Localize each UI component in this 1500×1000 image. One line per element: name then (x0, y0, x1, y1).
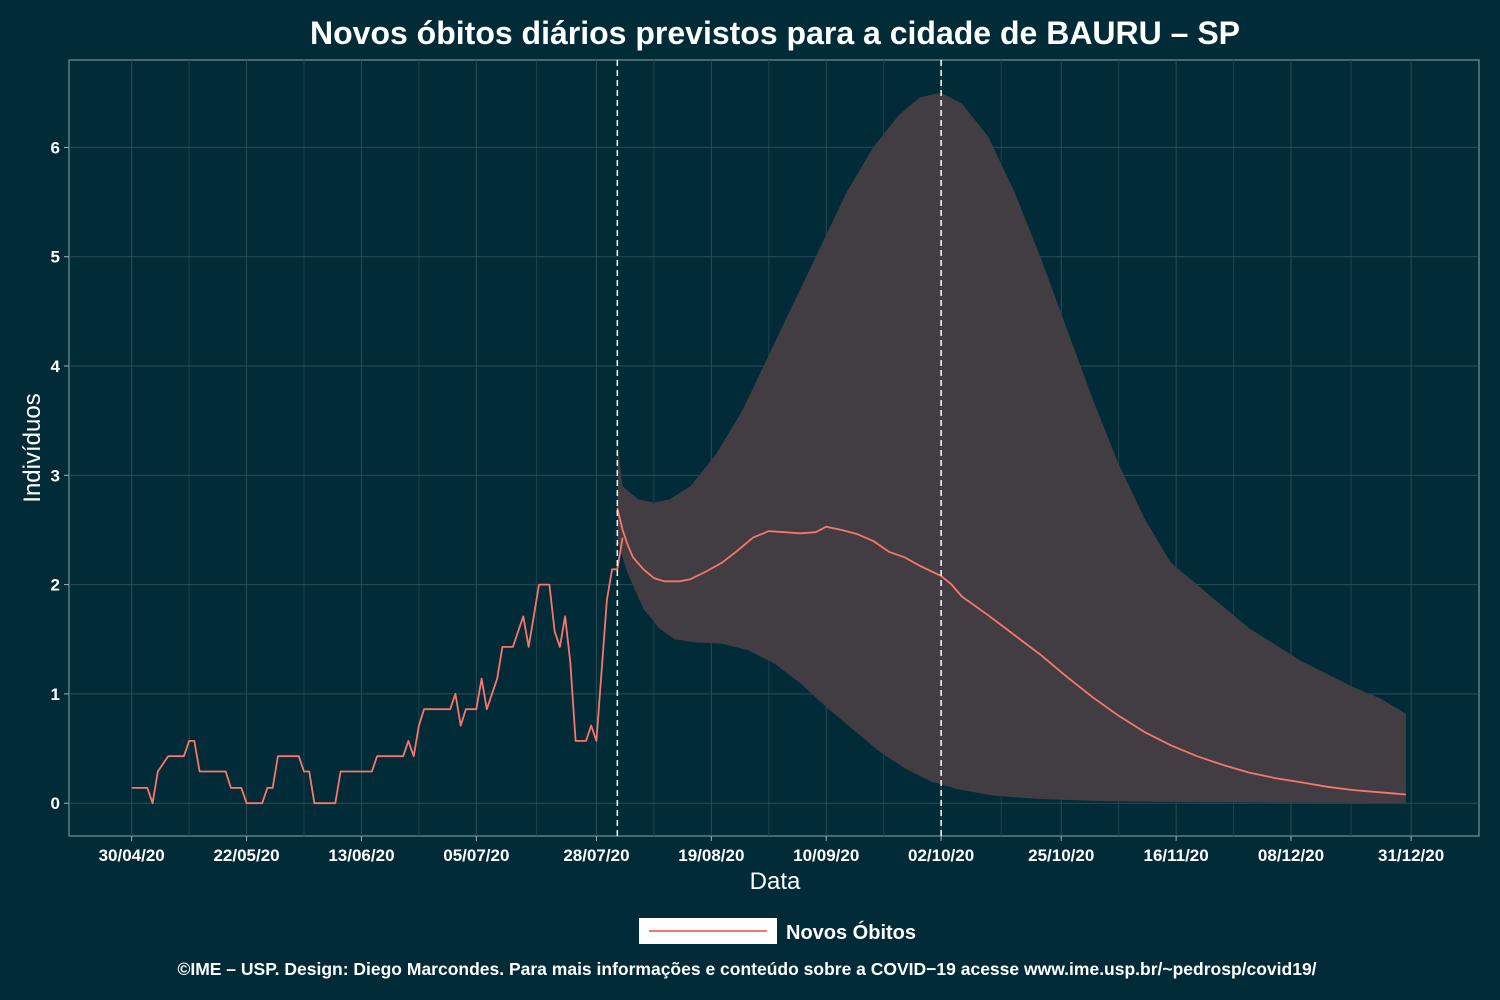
x-axis-title: Data (750, 868, 801, 895)
x-tick-label: 31/12/20 (1378, 846, 1444, 865)
legend-label: Novos Óbitos (786, 920, 916, 944)
x-tick-label: 16/11/20 (1143, 846, 1208, 865)
series-line-predicted (616, 507, 1406, 796)
confidence-band (617, 92, 1406, 804)
x-tick-label: 05/07/20 (443, 846, 509, 865)
x-axis-ticks: 30/04/20 22/05/20 13/06/20 05/07/20 28/07/20… (99, 836, 1444, 865)
x-tick-label: 28/07/20 (563, 846, 629, 865)
plot-area (68, 59, 1480, 837)
y-tick-label: 3 (51, 466, 60, 485)
legend: Novos Óbitos (639, 918, 916, 944)
y-tick-label: 0 (51, 794, 60, 813)
x-tick-label: 19/08/20 (678, 846, 744, 865)
series-layer (131, 507, 1406, 805)
x-tick-label: 25/10/20 (1028, 846, 1094, 865)
x-tick-label: 30/04/20 (99, 846, 165, 865)
y-tick-label: 4 (51, 357, 61, 376)
y-axis-title: Indivíduos (19, 393, 46, 502)
confidence-band-area (617, 92, 1406, 804)
y-tick-label: 1 (51, 685, 60, 704)
y-tick-label: 6 (51, 138, 60, 157)
y-tick-label: 2 (51, 576, 60, 595)
y-tick-label: 5 (51, 248, 60, 267)
x-tick-label: 10/09/20 (793, 846, 859, 865)
caption: ©IME – USP. Design: Diego Marcondes. Par… (177, 959, 1316, 979)
series-line-observed (131, 537, 624, 805)
x-tick-label: 08/12/20 (1258, 846, 1324, 865)
x-tick-label: 02/10/20 (908, 846, 974, 865)
chart-title: Novos óbitos diários previstos para a ci… (310, 15, 1240, 51)
x-tick-label: 22/05/20 (213, 846, 279, 865)
x-tick-label: 13/06/20 (328, 846, 394, 865)
y-axis-ticks: 0 1 2 3 4 5 6 (51, 138, 69, 813)
